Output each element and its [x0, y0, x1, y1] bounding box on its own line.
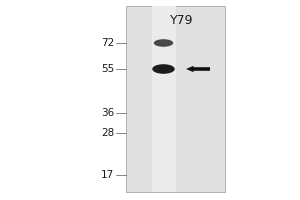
- Text: Y79: Y79: [170, 14, 193, 27]
- Bar: [126, 6, 225, 192]
- FancyArrow shape: [186, 66, 210, 72]
- Text: 36: 36: [101, 108, 114, 118]
- Text: 28: 28: [101, 128, 114, 138]
- Text: 17: 17: [101, 170, 114, 180]
- Text: 72: 72: [101, 38, 114, 48]
- Ellipse shape: [154, 39, 173, 47]
- Bar: [152, 6, 176, 192]
- Ellipse shape: [152, 64, 175, 74]
- Text: 55: 55: [101, 64, 114, 74]
